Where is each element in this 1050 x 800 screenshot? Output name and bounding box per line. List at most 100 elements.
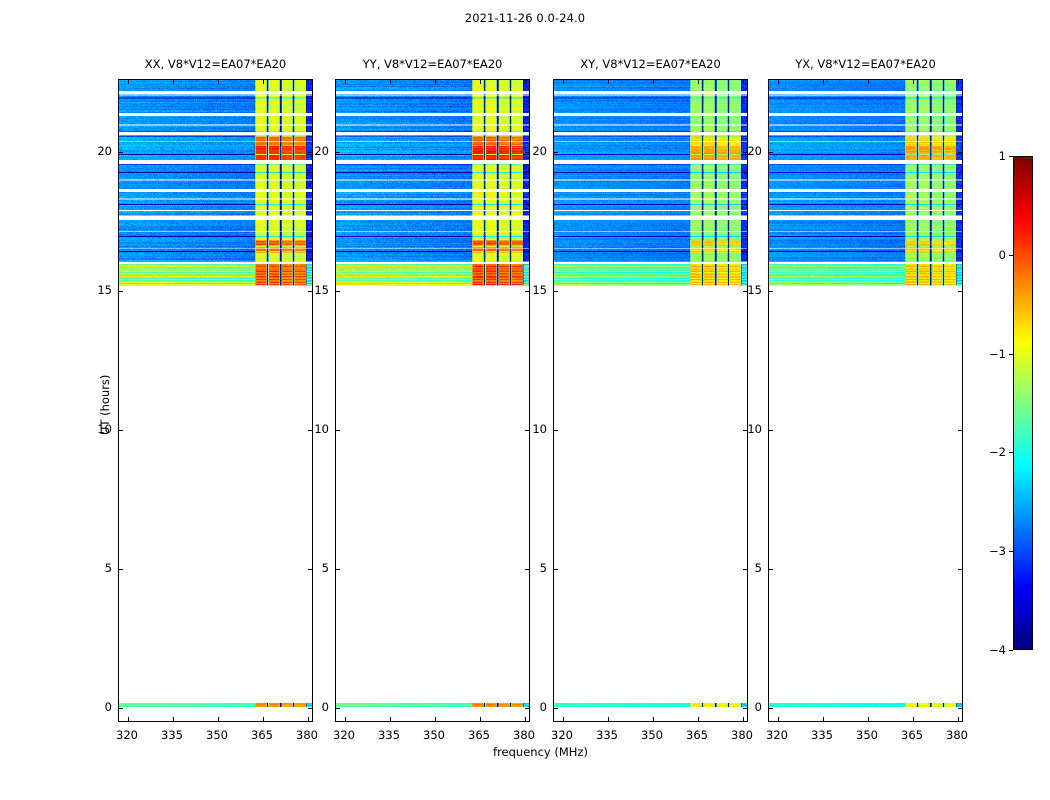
x-tick-label: 365 <box>901 728 923 742</box>
x-tick <box>868 80 869 84</box>
y-tick-label: 5 <box>754 561 762 575</box>
y-tick <box>119 152 123 153</box>
x-tick-label: 365 <box>251 728 273 742</box>
colorbar-tick <box>1009 650 1013 651</box>
y-tick <box>554 291 558 292</box>
y-tick <box>336 708 340 709</box>
y-tick <box>554 430 558 431</box>
x-tick <box>653 717 654 721</box>
x-tick <box>173 717 174 721</box>
y-tick-label: 5 <box>104 561 112 575</box>
panel-title-xx: XX, V8*V12=EA07*EA20 <box>144 57 287 71</box>
x-tick-label: 380 <box>296 728 318 742</box>
x-tick-label: 350 <box>856 728 878 742</box>
x-tick <box>698 80 699 84</box>
x-tick <box>263 80 264 84</box>
x-tick <box>608 717 609 721</box>
y-tick <box>769 708 773 709</box>
y-tick <box>308 291 312 292</box>
x-tick <box>525 717 526 721</box>
x-tick <box>913 717 914 721</box>
spectrogram-image <box>554 80 747 721</box>
x-tick <box>390 717 391 721</box>
y-tick-label: 0 <box>754 700 762 714</box>
spectrogram-panel-xx[interactable] <box>118 79 313 722</box>
y-tick-label: 5 <box>321 561 329 575</box>
y-tick <box>336 152 340 153</box>
y-tick <box>743 152 747 153</box>
x-tick <box>218 80 219 84</box>
y-tick <box>119 291 123 292</box>
spectrogram-panel-xy[interactable] <box>553 79 748 722</box>
x-tick <box>653 80 654 84</box>
y-tick-label: 0 <box>321 700 329 714</box>
colorbar-tick-label: −2 <box>989 445 1006 459</box>
y-tick <box>743 430 747 431</box>
colorbar-tick <box>1009 551 1013 552</box>
y-tick <box>525 708 529 709</box>
y-tick-label: 20 <box>747 144 762 158</box>
figure-suptitle: 2021-11-26 0.0-24.0 <box>464 11 586 25</box>
panel-canvas-holder <box>769 80 962 721</box>
y-tick <box>119 708 123 709</box>
x-tick <box>778 717 779 721</box>
y-tick <box>958 430 962 431</box>
y-tick-label: 20 <box>314 144 329 158</box>
y-tick-label: 0 <box>539 700 547 714</box>
y-tick-label: 15 <box>747 283 762 297</box>
y-tick-label: 10 <box>314 422 329 436</box>
x-tick <box>778 80 779 84</box>
y-tick-label: 0 <box>104 700 112 714</box>
y-tick-label: 20 <box>532 144 547 158</box>
x-tick <box>823 717 824 721</box>
y-tick <box>554 569 558 570</box>
y-tick <box>336 569 340 570</box>
x-tick <box>563 717 564 721</box>
x-tick-label: 350 <box>206 728 228 742</box>
x-tick <box>345 717 346 721</box>
spectrogram-panel-yx[interactable] <box>768 79 963 722</box>
x-tick <box>868 717 869 721</box>
x-tick <box>128 80 129 84</box>
x-tick <box>608 80 609 84</box>
x-tick-label: 335 <box>596 728 618 742</box>
y-tick <box>525 430 529 431</box>
colorbar-tick-label: −1 <box>989 347 1006 361</box>
x-tick <box>308 80 309 84</box>
y-tick <box>958 708 962 709</box>
y-tick <box>958 291 962 292</box>
x-tick <box>390 80 391 84</box>
spectrogram-panel-yy[interactable] <box>335 79 530 722</box>
panel-canvas-holder <box>119 80 312 721</box>
x-tick-label: 320 <box>551 728 573 742</box>
x-tick-label: 365 <box>686 728 708 742</box>
colorbar-tick <box>1009 354 1013 355</box>
colorbar-tick-label: −3 <box>989 544 1006 558</box>
y-tick <box>336 430 340 431</box>
x-tick <box>263 717 264 721</box>
y-tick <box>308 569 312 570</box>
colorbar-tick-label: 1 <box>998 149 1006 163</box>
y-tick-label: 10 <box>97 422 112 436</box>
y-tick <box>769 430 773 431</box>
colorbar-tick <box>1009 255 1013 256</box>
y-tick <box>525 569 529 570</box>
y-tick-label: 15 <box>532 283 547 297</box>
y-tick <box>743 291 747 292</box>
y-tick <box>308 430 312 431</box>
y-tick-label: 5 <box>539 561 547 575</box>
spectrogram-image <box>336 80 529 721</box>
x-tick-label: 335 <box>378 728 400 742</box>
x-tick <box>435 717 436 721</box>
panel-canvas-holder <box>554 80 747 721</box>
x-tick <box>480 717 481 721</box>
spectrogram-image <box>119 80 312 721</box>
colorbar-tick-label: 0 <box>998 248 1006 262</box>
y-tick <box>769 291 773 292</box>
y-tick-label: 15 <box>97 283 112 297</box>
colorbar[interactable] <box>1013 156 1033 650</box>
y-tick <box>119 569 123 570</box>
x-tick <box>218 717 219 721</box>
x-tick-label: 320 <box>766 728 788 742</box>
